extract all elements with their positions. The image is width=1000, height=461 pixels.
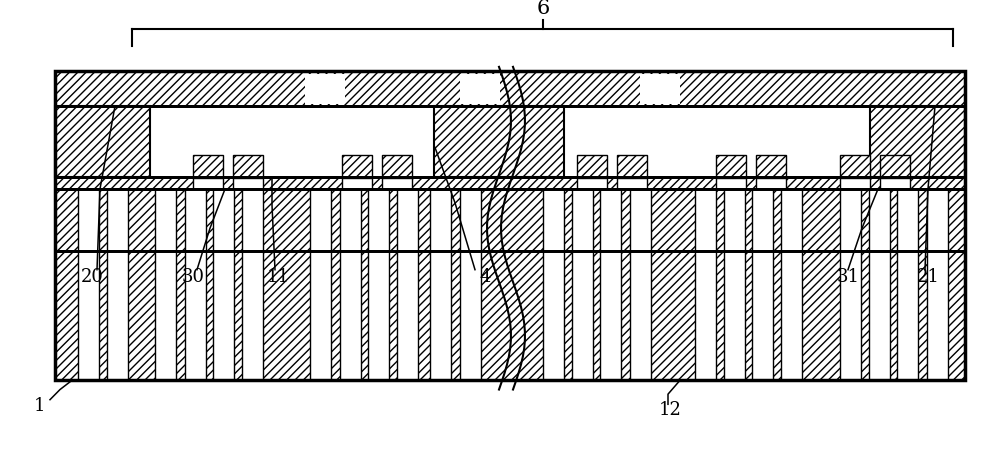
Bar (724, 189, 745, 251)
Bar (640, 74, 680, 104)
Bar (55, 71, 965, 106)
Bar (781, 189, 802, 251)
Bar (630, 189, 651, 251)
Bar (193, 155, 223, 177)
Bar (55, 189, 965, 251)
Bar (340, 189, 361, 251)
Bar (716, 155, 746, 177)
Text: 20: 20 (81, 267, 103, 286)
Bar (880, 155, 910, 177)
Bar (572, 251, 593, 380)
Bar (752, 251, 773, 380)
Bar (382, 155, 412, 177)
Bar (430, 189, 451, 251)
Bar (695, 251, 716, 380)
Bar (870, 106, 965, 177)
Bar (543, 189, 564, 251)
Bar (572, 189, 593, 251)
Bar (55, 71, 965, 380)
Bar (55, 251, 965, 380)
Bar (543, 251, 564, 380)
Bar (155, 251, 176, 380)
Bar (927, 251, 948, 380)
Bar (185, 251, 206, 380)
Bar (193, 178, 223, 189)
Bar (155, 189, 176, 251)
Bar (233, 155, 263, 177)
Bar (213, 251, 234, 380)
Bar (756, 178, 786, 189)
Bar (927, 189, 948, 251)
Bar (897, 251, 918, 380)
Bar (840, 178, 870, 189)
Text: 6: 6 (536, 0, 550, 18)
Bar (695, 189, 716, 251)
Bar (756, 155, 786, 177)
Bar (107, 251, 128, 380)
Bar (880, 178, 910, 189)
Bar (55, 106, 150, 177)
Bar (617, 155, 647, 177)
Bar (600, 189, 621, 251)
Bar (869, 251, 890, 380)
Bar (340, 251, 361, 380)
Bar (185, 189, 206, 251)
Bar (368, 189, 389, 251)
Bar (840, 155, 870, 177)
Bar (242, 189, 263, 251)
Bar (342, 178, 372, 189)
Bar (752, 189, 773, 251)
Bar (310, 251, 331, 380)
Bar (55, 106, 965, 177)
Bar (397, 189, 418, 251)
Bar (342, 155, 372, 177)
Bar (382, 178, 412, 189)
Bar (840, 189, 861, 251)
Bar (78, 189, 99, 251)
Bar (78, 251, 99, 380)
Bar (869, 189, 890, 251)
Bar (55, 177, 965, 189)
Text: 11: 11 (266, 267, 290, 286)
Bar (897, 189, 918, 251)
Bar (368, 251, 389, 380)
Bar (430, 251, 451, 380)
Text: 21: 21 (917, 267, 939, 286)
Bar (617, 178, 647, 189)
Bar (724, 251, 745, 380)
Bar (460, 189, 481, 251)
Bar (630, 251, 651, 380)
Text: 31: 31 (836, 267, 860, 286)
Text: 12: 12 (659, 401, 681, 420)
Bar (840, 251, 861, 380)
Bar (460, 74, 500, 104)
Text: 4: 4 (479, 267, 491, 286)
Bar (242, 251, 263, 380)
Bar (781, 251, 802, 380)
Bar (716, 178, 746, 189)
Bar (310, 189, 331, 251)
Bar (577, 155, 607, 177)
Bar (107, 189, 128, 251)
Bar (600, 251, 621, 380)
Bar (577, 178, 607, 189)
Bar (397, 251, 418, 380)
Bar (460, 251, 481, 380)
Bar (305, 74, 345, 104)
Bar (434, 106, 564, 177)
Text: 1: 1 (34, 396, 46, 415)
Text: 30: 30 (182, 267, 205, 286)
Bar (233, 178, 263, 189)
Bar (213, 189, 234, 251)
